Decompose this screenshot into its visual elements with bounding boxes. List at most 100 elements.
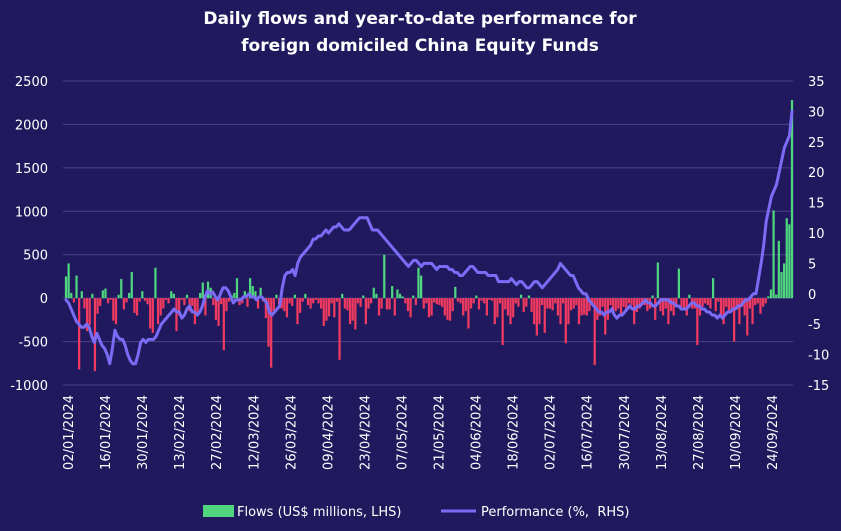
y-right-tick-label: -15 — [808, 379, 829, 394]
flow-bar — [117, 294, 120, 299]
flow-bar — [128, 292, 131, 299]
flow-bar — [527, 295, 531, 299]
flow-bar — [293, 294, 296, 299]
flow-bar — [417, 267, 420, 299]
flow-bar — [746, 298, 749, 336]
flow-bar — [522, 298, 525, 313]
flow-bar — [680, 298, 683, 307]
flow-bar — [214, 298, 218, 320]
flow-bar — [504, 298, 507, 310]
flow-bar — [348, 298, 352, 325]
flow-bar — [538, 298, 541, 325]
flow-bar — [104, 288, 107, 299]
flow-bar — [517, 298, 520, 307]
flow-bar — [580, 298, 583, 316]
flow-bar — [304, 293, 307, 299]
flow-bar — [377, 298, 381, 316]
flow-bar — [472, 298, 475, 304]
y-left-tick-label: 2500 — [15, 75, 48, 90]
flow-bar — [272, 298, 275, 312]
flow-bar — [612, 298, 615, 312]
flow-bar — [75, 275, 78, 299]
flow-bar — [654, 298, 657, 320]
flow-bar — [380, 298, 383, 309]
flow-bar — [406, 298, 410, 312]
flow-bar — [733, 298, 736, 342]
y-right-tick-label: 25 — [808, 136, 825, 151]
flow-bar — [446, 298, 449, 320]
flow-bar — [183, 298, 186, 306]
flow-bar — [585, 298, 588, 316]
flow-bar — [546, 298, 549, 309]
flow-bar — [112, 298, 115, 321]
flow-bar — [83, 298, 86, 309]
flow-bar — [367, 298, 370, 309]
flow-bar — [625, 298, 628, 310]
flow-bar — [298, 298, 302, 313]
flow-bar — [435, 298, 439, 305]
flow-bar — [396, 289, 399, 299]
flow-bar — [180, 298, 183, 300]
flow-bar — [627, 298, 631, 304]
x-tick-label: 16/07/2024 — [581, 395, 596, 470]
flow-bar — [398, 293, 402, 299]
flow-bar — [509, 298, 512, 325]
flow-bar — [264, 298, 268, 319]
x-tick-label: 10/09/2024 — [729, 395, 744, 470]
flow-bar — [743, 298, 746, 316]
flow-bar — [554, 298, 557, 304]
flow-bar — [656, 262, 659, 299]
flow-bar — [772, 210, 775, 299]
x-tick-label: 09/04/2024 — [321, 395, 336, 470]
flow-bar — [501, 298, 504, 346]
flow-bar — [667, 298, 670, 325]
x-tick-label: 30/07/2024 — [618, 395, 633, 470]
flow-bar — [275, 294, 278, 299]
flow-bar — [356, 298, 360, 304]
flow-bar — [96, 298, 99, 314]
flow-bar — [427, 298, 431, 318]
flow-bar — [267, 298, 270, 347]
y-left-tick-label: 500 — [23, 249, 48, 264]
flow-bar — [64, 276, 68, 299]
flow-bar — [477, 298, 481, 310]
flow-bar — [354, 298, 357, 330]
flow-bar — [496, 298, 499, 318]
flow-bar — [785, 218, 788, 299]
flow-bar — [233, 292, 236, 299]
flow-bar — [106, 298, 110, 304]
x-tick-label: 27/02/2024 — [210, 395, 225, 470]
flow-bar — [372, 287, 375, 299]
flow-bar — [359, 298, 362, 307]
flow-bar — [767, 296, 770, 299]
flow-bar — [606, 298, 609, 320]
x-tick-label: 07/05/2024 — [395, 395, 410, 470]
flow-bar — [422, 298, 425, 309]
flow-bar — [317, 298, 320, 304]
y-left-tick-label: -500 — [18, 336, 48, 351]
flow-bar — [343, 298, 346, 309]
y-right-tick-label: 35 — [808, 75, 825, 90]
flow-bar — [430, 298, 433, 316]
flow-bar — [346, 298, 349, 311]
flow-bar — [409, 298, 412, 318]
flow-bar — [130, 272, 133, 299]
flow-bar — [493, 298, 496, 325]
y-axis-left: -1000 -500 0 500 1000 1500 2000 2500 — [10, 75, 48, 394]
flow-bar — [235, 278, 239, 299]
flow-bar — [70, 292, 73, 299]
flow-bar — [88, 298, 91, 326]
flow-bar — [630, 298, 633, 306]
flow-bar — [551, 298, 554, 311]
flow-bar — [672, 298, 675, 316]
y-right-tick-label: 10 — [808, 227, 825, 242]
flow-bar — [217, 298, 220, 326]
flow-bar — [462, 298, 465, 316]
flow-bar — [764, 298, 767, 304]
flow-bar — [622, 298, 625, 307]
flow-bar — [162, 298, 165, 309]
flow-bar — [633, 298, 636, 325]
y-left-tick-label: 0 — [40, 292, 48, 307]
flow-bar — [725, 298, 728, 307]
flow-bar — [480, 298, 483, 301]
